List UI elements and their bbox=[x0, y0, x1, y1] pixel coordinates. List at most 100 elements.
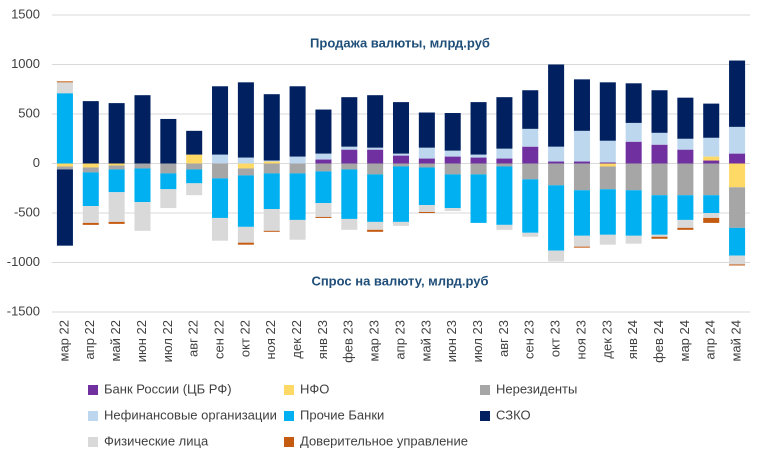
bar-segment bbox=[599, 189, 616, 235]
bar-segment bbox=[470, 157, 487, 164]
legend-label: Доверительное управление bbox=[300, 433, 468, 448]
bar-segment bbox=[315, 153, 332, 160]
bar-segment bbox=[82, 167, 99, 173]
x-tick-label: май 24 bbox=[729, 320, 744, 362]
bar-segment bbox=[367, 174, 384, 222]
x-tick-label: апр 24 bbox=[703, 320, 718, 360]
bar-segment bbox=[367, 221, 384, 230]
bar-segment bbox=[573, 235, 590, 247]
bar-segment bbox=[729, 187, 746, 228]
bar-segment bbox=[522, 128, 539, 147]
bar-segment bbox=[599, 234, 616, 245]
bar-segment bbox=[108, 221, 125, 224]
bar-segment bbox=[212, 86, 229, 155]
bar-segment bbox=[548, 185, 565, 251]
bar-segment bbox=[470, 163, 487, 175]
bar-segment bbox=[392, 155, 410, 164]
x-tick-label: май 23 bbox=[418, 320, 433, 362]
bar-segment bbox=[651, 234, 668, 237]
bar-segment bbox=[418, 167, 435, 206]
legend-swatch bbox=[88, 385, 98, 395]
annotation: Спрос на валюту, млрд.руб bbox=[311, 273, 488, 288]
bar-segment bbox=[56, 93, 73, 164]
bar-segment bbox=[444, 163, 461, 175]
bar-segment bbox=[548, 146, 565, 162]
legend-label: Нерезиденты bbox=[496, 381, 577, 396]
bar-segment bbox=[729, 264, 746, 266]
bar-segment bbox=[729, 60, 746, 127]
y-tick-label: 1500 bbox=[11, 6, 40, 21]
bar-segment bbox=[186, 169, 203, 184]
x-tick-label: июн 22 bbox=[134, 320, 149, 362]
legend-swatch bbox=[480, 411, 490, 421]
bar-segment bbox=[729, 255, 746, 265]
bar-segment bbox=[418, 163, 435, 168]
bar-segment bbox=[418, 212, 435, 213]
legend-label: Нефинансовые организации bbox=[104, 407, 277, 422]
bar-segment bbox=[548, 64, 565, 147]
x-tick-label: мар 24 bbox=[677, 320, 692, 361]
bar-segment bbox=[496, 224, 513, 230]
bar-segment bbox=[703, 163, 720, 196]
x-tick-label: окт 23 bbox=[548, 320, 563, 357]
bar-segment bbox=[263, 161, 280, 164]
y-tick-label: 1000 bbox=[11, 56, 40, 71]
bar-segment bbox=[522, 179, 539, 233]
bar-segment bbox=[392, 166, 410, 222]
bar-segment bbox=[470, 174, 487, 223]
x-tick-label: ноя 23 bbox=[573, 320, 588, 360]
bar-segment bbox=[677, 149, 694, 164]
bar-segment bbox=[212, 163, 229, 179]
y-tick-label: -1500 bbox=[7, 303, 40, 318]
legend-swatch bbox=[88, 411, 98, 421]
bar-segment bbox=[496, 166, 513, 225]
x-tick-label: июл 23 bbox=[470, 320, 485, 362]
bar-segment bbox=[315, 159, 332, 164]
bar-segment bbox=[289, 156, 306, 164]
legend-swatch bbox=[480, 385, 490, 395]
bar-segment bbox=[729, 153, 746, 164]
y-tick-label: -500 bbox=[14, 204, 40, 219]
bar-segment bbox=[496, 158, 513, 164]
bar-segment bbox=[341, 149, 358, 164]
bar-segment bbox=[237, 82, 254, 158]
bar-segment bbox=[392, 102, 410, 154]
bar-segment bbox=[56, 81, 73, 83]
bar-segment bbox=[548, 250, 565, 262]
bar-segment bbox=[418, 158, 435, 164]
x-tick-label: мар 22 bbox=[56, 320, 71, 361]
bar-segment bbox=[703, 137, 720, 157]
legend-label: НФО bbox=[300, 381, 329, 396]
bar-segment bbox=[444, 150, 461, 157]
bar-segment bbox=[677, 163, 694, 196]
bar-segment bbox=[599, 140, 616, 163]
bar-segment bbox=[703, 217, 720, 223]
bar-segment bbox=[522, 232, 539, 237]
y-tick-label: 0 bbox=[33, 155, 40, 170]
bar-segment bbox=[548, 161, 565, 164]
bar-segment bbox=[496, 97, 513, 149]
bar-segment bbox=[418, 147, 435, 159]
bar-segment bbox=[134, 95, 151, 164]
bar-segment bbox=[212, 178, 229, 218]
bar-segment bbox=[134, 168, 151, 203]
x-tick-label: ноя 22 bbox=[263, 320, 278, 360]
bar-segment bbox=[522, 146, 539, 164]
bar-segment bbox=[703, 213, 720, 218]
bar-segment bbox=[82, 101, 99, 164]
bar-segment bbox=[677, 219, 694, 228]
bar-segment bbox=[186, 154, 203, 164]
bar-segment bbox=[134, 202, 151, 231]
bar-segment bbox=[677, 195, 694, 220]
bar-segment bbox=[108, 169, 125, 193]
bar-segment bbox=[212, 217, 229, 241]
bar-segment bbox=[160, 163, 177, 174]
bar-segment bbox=[651, 236, 668, 239]
bar-segment bbox=[703, 160, 720, 164]
x-tick-label: сен 23 bbox=[522, 320, 537, 359]
x-tick-label: июн 23 bbox=[444, 320, 459, 362]
bar-segment bbox=[263, 230, 280, 232]
bar-segment bbox=[548, 163, 565, 186]
bar-segment bbox=[392, 163, 410, 167]
bar-segment bbox=[599, 166, 616, 190]
